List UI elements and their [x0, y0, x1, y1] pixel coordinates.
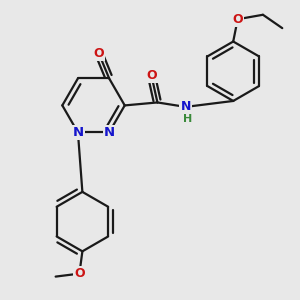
Text: O: O	[146, 69, 157, 82]
Text: O: O	[74, 267, 85, 280]
Text: N: N	[103, 126, 115, 139]
Text: O: O	[93, 46, 104, 60]
Text: N: N	[181, 100, 191, 113]
Text: H: H	[182, 114, 192, 124]
Text: O: O	[232, 13, 243, 26]
Text: N: N	[72, 126, 83, 139]
